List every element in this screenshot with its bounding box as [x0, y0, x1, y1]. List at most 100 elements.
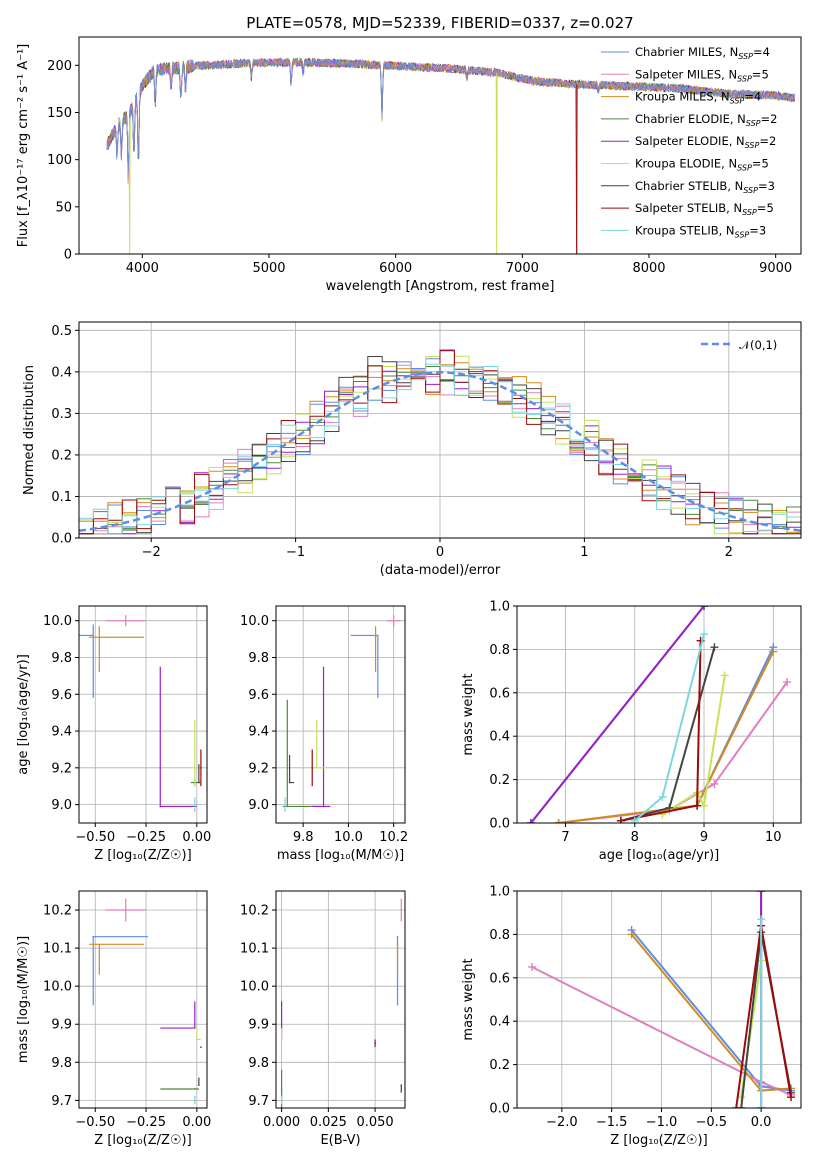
- legend-nssp-label: , N: [729, 134, 745, 148]
- x-tick-label: 0.000: [263, 1115, 300, 1130]
- data-point: [400, 909, 403, 911]
- legend-entry: Chabrier MILES, NSSP=4: [635, 45, 770, 61]
- x-tick-label: 10.2: [379, 830, 408, 845]
- data-point: [194, 767, 196, 769]
- y-tick-label: 0.0: [51, 532, 72, 547]
- x-tick-label: −2.0: [546, 1115, 578, 1130]
- data-point: [159, 805, 162, 808]
- weight-marker: [757, 1104, 766, 1108]
- y-tick-label: 0.8: [489, 643, 510, 658]
- legend-eq: =: [752, 67, 762, 81]
- plot-frame: [516, 605, 802, 824]
- legend-name: Kroupa ELODIE: [635, 157, 721, 171]
- legend-eq: =: [749, 223, 759, 237]
- x-tick-label: −0.25: [126, 830, 166, 845]
- weight-marker: [554, 819, 563, 823]
- data-point: [98, 636, 101, 639]
- data-point: [124, 619, 127, 622]
- data-point: [196, 1038, 198, 1041]
- legend-nssp-sub: SSP: [743, 186, 758, 195]
- data-point: [98, 943, 101, 946]
- x-tick-label: 0.00: [182, 1115, 211, 1130]
- x-tick-label: −0.25: [126, 1115, 166, 1130]
- x-tick-label: 9000: [759, 261, 792, 276]
- y-tick-label: 9.8: [51, 1056, 72, 1071]
- y-axis-label: age [log₁₀(age/yr)]: [16, 654, 31, 775]
- legend-entry: Chabrier STELIB, NSSP=3: [635, 179, 775, 195]
- y-tick-label: 9.9: [248, 1018, 269, 1033]
- legend-entry: Kroupa ELODIE, NSSP=5: [635, 157, 769, 173]
- spectrum-series: [106, 57, 795, 173]
- weight-marker: [527, 962, 536, 971]
- data-point: [286, 805, 289, 808]
- chart-title: PLATE=0578, MJD=52339, FIBERID=0337, z=0…: [246, 14, 633, 32]
- legend-entry: Chabrier ELODIE, NSSP=2: [635, 112, 777, 128]
- y-tick-label: 10.0: [240, 980, 269, 995]
- data-point: [194, 1088, 196, 1090]
- weight-marker: [732, 1104, 741, 1108]
- y-axis-label: mass [log₁₀(M/M☉)]: [16, 936, 31, 1063]
- y-tick-label: 9.0: [51, 798, 72, 813]
- y-tick-label: 10.1: [43, 942, 72, 957]
- legend-nssp-sub: SSP: [738, 52, 753, 61]
- weight-marker: [700, 630, 709, 639]
- legend-entry: Kroupa MILES, NSSP=4: [635, 90, 761, 106]
- weight-marker: [769, 647, 778, 656]
- y-tick-label: 100: [47, 153, 72, 168]
- y-tick-label: 0.2: [51, 448, 72, 463]
- y-tick-label: 10.0: [43, 614, 72, 629]
- histogram-group: [79, 349, 801, 538]
- data-point: [284, 803, 286, 806]
- y-tick-label: 0.6: [489, 971, 510, 986]
- x-tick-label: 4000: [126, 261, 159, 276]
- legend-nssp-value: 5: [761, 67, 768, 81]
- y-tick-label: 1.0: [489, 885, 510, 900]
- x-tick-label: 0.00: [182, 830, 211, 845]
- legend-entry: Kroupa STELIB, NSSP=3: [635, 223, 766, 239]
- x-tick-label: −1.0: [646, 1115, 678, 1130]
- legend-name: Salpeter ELODIE: [635, 134, 729, 148]
- x-tick-label: 10: [765, 830, 782, 845]
- weight-group: [526, 606, 792, 823]
- legend-entry: Salpeter MILES, NSSP=5: [635, 67, 769, 83]
- y-tick-label: 10.1: [240, 942, 269, 957]
- data-point: [322, 805, 325, 808]
- y-tick-label: 1.0: [489, 600, 510, 615]
- legend-name: Salpeter STELIB: [635, 201, 726, 215]
- x-tick-label: 9: [700, 830, 708, 845]
- y-tick-label: 9.7: [51, 1094, 72, 1109]
- legend-nssp-sub: SSP: [737, 164, 752, 173]
- x-axis-label: E(B-V): [320, 1133, 360, 1148]
- legend-name: Salpeter MILES: [635, 67, 721, 81]
- data-point: [198, 1084, 200, 1086]
- x-axis-label: age [log₁₀(age/yr)]: [599, 848, 720, 863]
- y-tick-label: 0.0: [489, 817, 510, 832]
- legend-name: Kroupa STELIB: [635, 223, 719, 237]
- x-tick-label: 9.8: [293, 830, 314, 845]
- x-tick-label: 0: [436, 545, 444, 560]
- y-tick-label: 0.5: [51, 324, 72, 339]
- data-point: [200, 767, 202, 769]
- weight-marker: [710, 779, 719, 788]
- errorbar-group: [280, 898, 403, 1108]
- legend-nssp-sub: SSP: [746, 119, 761, 128]
- data-point: [280, 1088, 283, 1090]
- legend-nssp-label: , N: [719, 223, 735, 237]
- weight-marker: [658, 792, 667, 801]
- legend-nssp-label: , N: [722, 45, 738, 59]
- weight-marker: [627, 930, 636, 939]
- x-tick-label: 8000: [632, 261, 665, 276]
- y-tick-label: 0.3: [51, 407, 72, 422]
- data-point: [280, 1095, 283, 1098]
- x-tick-label: 10.0: [334, 830, 363, 845]
- data-point: [396, 935, 399, 938]
- legend-nssp-value: 3: [759, 223, 766, 237]
- y-tick-label: 9.6: [248, 688, 269, 703]
- data-point: [92, 634, 95, 637]
- weight-marker: [783, 677, 792, 686]
- legend-entry: Salpeter ELODIE, NSSP=2: [635, 134, 776, 150]
- y-tick-label: 9.7: [248, 1094, 269, 1109]
- data-point: [400, 1084, 403, 1086]
- data-point: [92, 935, 95, 938]
